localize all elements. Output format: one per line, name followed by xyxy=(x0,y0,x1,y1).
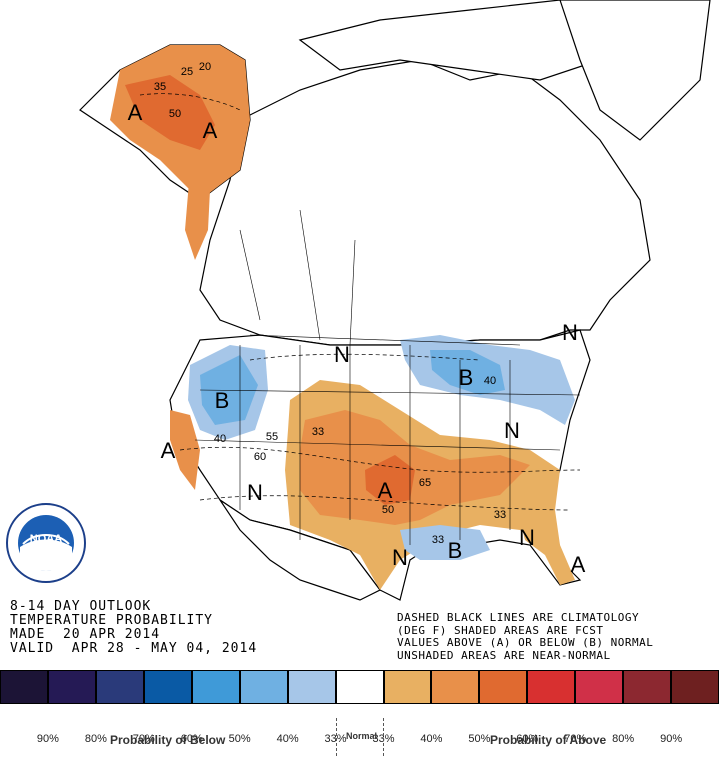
label-n-north-dakota: N xyxy=(334,342,350,367)
legend-swatch xyxy=(0,670,48,704)
label-a-alaska-east: A xyxy=(203,118,218,143)
legend-swatch xyxy=(431,670,480,704)
contour-label: 25 xyxy=(181,66,193,78)
contour-label: 35 xyxy=(154,81,166,93)
label-n-southwest: N xyxy=(247,480,263,505)
mexico-landmass xyxy=(219,499,381,601)
outlook-map: A A B B A A A B N N N N N N 20 25 35 50 … xyxy=(79,0,711,601)
legend-tick-label: 80% xyxy=(84,733,107,745)
legend-separator xyxy=(383,718,384,756)
legend-tick-label: 40% xyxy=(276,733,299,745)
legend-tick-label: 50% xyxy=(228,733,251,745)
area-northern-rockies-40 xyxy=(200,355,258,425)
note-line: (DEG F) SHADED AREAS ARE FCST xyxy=(397,623,604,637)
label-n-southeast: N xyxy=(519,525,535,550)
contour-label: 65 xyxy=(419,477,431,489)
legend-swatch xyxy=(623,670,672,704)
legend-title-above: Probability of Above xyxy=(490,733,607,747)
area-southern-plains-60 xyxy=(365,455,415,505)
legend-swatch xyxy=(239,670,288,704)
contour-label: 33 xyxy=(432,534,444,546)
legend-title-normal: Normal xyxy=(346,731,378,741)
area-alaska-50 xyxy=(125,75,215,150)
probability-legend xyxy=(0,670,719,706)
label-b-rockies: B xyxy=(215,388,230,413)
outlook-caption: 8-14 DAY OUTLOOK TEMPERATURE PROBABILITY M… xyxy=(10,600,257,656)
legend-swatch xyxy=(95,670,144,704)
label-n-east: N xyxy=(504,418,520,443)
contour-label: 33 xyxy=(494,509,506,521)
contour-label: 40 xyxy=(484,375,496,387)
legend-tick-label: 90% xyxy=(660,733,683,745)
label-a-alaska-west: A xyxy=(128,100,143,125)
label-a-florida: A xyxy=(571,552,586,577)
legend-tick-label: 40% xyxy=(420,733,443,745)
legend-tick-label: 70% xyxy=(132,733,155,745)
legend-swatch xyxy=(335,670,384,704)
legend-ticks: 90% 80% 70% 60% 50% 40% 33% 33% 40% 50% 60% 70% 80% 9… xyxy=(0,733,719,749)
legend-swatch xyxy=(47,670,96,704)
contour-label: 55 xyxy=(266,431,278,443)
greenland xyxy=(559,0,711,141)
canada-landmass xyxy=(199,59,651,346)
legend-swatch xyxy=(527,670,576,704)
legend-swatch xyxy=(479,670,528,704)
contour-label: 50 xyxy=(382,504,394,516)
area-florida-above xyxy=(520,505,575,585)
label-b-great-lakes: B xyxy=(459,365,474,390)
caption-line: MADE 20 APR 2014 xyxy=(10,627,161,642)
label-n-gulf: N xyxy=(392,545,408,570)
contour-label: 50 xyxy=(169,108,181,120)
legend-tick-label: 50% xyxy=(468,733,491,745)
area-southern-plains-50 xyxy=(300,410,530,525)
label-n-maine: N xyxy=(562,320,578,345)
legend-tick-label: 60% xyxy=(180,733,203,745)
label-a-southern-plains: A xyxy=(378,478,393,503)
legend-swatch xyxy=(383,670,432,704)
legend-tick-label: 90% xyxy=(36,733,59,745)
area-great-lakes-40 xyxy=(430,350,505,395)
legend-swatch xyxy=(575,670,624,704)
note-line: DASHED BLACK LINES ARE CLIMATOLOGY xyxy=(397,611,640,624)
noaa-text: NOAA xyxy=(30,533,62,545)
contour-label: 20 xyxy=(199,61,211,73)
legend-title-below: Probability of Below xyxy=(110,733,226,747)
legend-swatch xyxy=(671,670,719,704)
note-line: UNSHADED AREAS ARE NEAR-NORMAL xyxy=(397,648,611,662)
legend-swatch xyxy=(287,670,336,704)
caption-line: VALID APR 28 - MAY 04, 2014 xyxy=(10,641,258,656)
legend-tick-label: 70% xyxy=(564,733,587,745)
map-note: DASHED BLACK LINES ARE CLIMATOLOGY (DEG F… xyxy=(397,611,654,662)
label-b-texas: B xyxy=(448,538,463,563)
legend-tick-spacer xyxy=(0,733,24,749)
legend-swatch xyxy=(143,670,192,704)
area-alaska-panhandle xyxy=(185,170,210,260)
note-line: VALUES ABOVE (A) OR BELOW (B) NORMAL xyxy=(397,636,654,649)
area-california-above xyxy=(170,410,200,490)
contour-label: 40 xyxy=(214,433,226,445)
caption-line: 8-14 DAY OUTLOOK xyxy=(10,599,152,614)
legend-tick-label: 60% xyxy=(516,733,539,745)
contour-label: 33 xyxy=(312,426,324,438)
legend-tick-spacer xyxy=(695,733,719,749)
legend-tick-label: 33% xyxy=(324,733,347,745)
contour-label: 60 xyxy=(254,451,266,463)
legend-separator xyxy=(336,718,337,756)
legend-tick-label: 80% xyxy=(612,733,635,745)
caption-line: TEMPERATURE PROBABILITY xyxy=(10,613,214,628)
area-texas-below xyxy=(400,525,490,560)
noaa-logo: NOAA xyxy=(6,503,86,583)
legend-swatch xyxy=(191,670,240,704)
label-a-california: A xyxy=(161,438,176,463)
